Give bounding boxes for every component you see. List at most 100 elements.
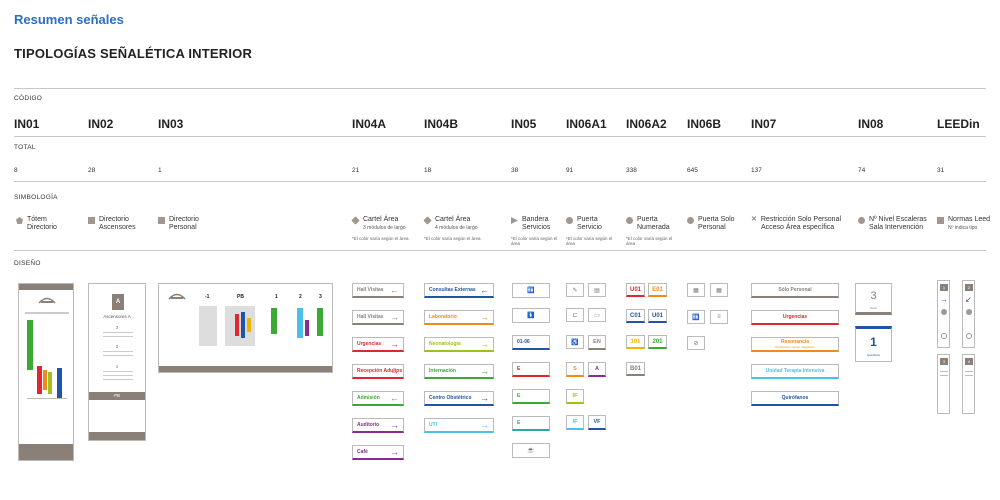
arrow-left-icon: ← (390, 393, 399, 403)
symbol-in06b: Puerta Solo Personal (687, 216, 747, 232)
diamond-arrow-icon (423, 216, 432, 225)
room-caption: Quirófano (866, 353, 881, 357)
document-icon: ▤ (594, 287, 600, 294)
base (89, 432, 145, 440)
text-line (103, 351, 133, 352)
tile-label: VF (593, 419, 601, 425)
in07-sign: Quirófanos (751, 391, 839, 406)
door-number: U01 (651, 312, 663, 319)
in06b-tile: 🚻 (687, 310, 705, 324)
pentagon-icon (16, 217, 23, 224)
code-in06a1: IN06A1 (566, 117, 607, 131)
symbol-in08: Nº Nivel Escaleras Sala Intervención (858, 216, 930, 232)
floor-label: -1 (205, 294, 210, 300)
person-icon (966, 309, 972, 315)
total-in06a2: 338 (626, 167, 637, 174)
circle-icon (566, 217, 573, 224)
symbol-in05: Bandera Servicios *El color varía según e… (511, 216, 558, 246)
square-icon (88, 217, 95, 224)
floor-label: 2 (299, 294, 302, 300)
in06a1-tile: S (566, 362, 584, 377)
in07-sign: Sólo Personal (751, 283, 839, 298)
area-block (241, 312, 245, 338)
monitor-icon: ▭ (594, 312, 600, 319)
number-badge-icon: 1 (940, 284, 948, 291)
arrow-right-icon: → (480, 339, 489, 349)
sign-label: Hall Visitas (357, 314, 384, 320)
code-in07: IN07 (751, 117, 777, 131)
number-badge-icon: 4 (965, 358, 973, 365)
text-line (940, 371, 948, 372)
sign-label: E (517, 366, 521, 372)
sign-label: Auditorio (357, 422, 380, 428)
pencil-icon: ✎ (572, 287, 578, 294)
arrow-right-icon: → (390, 312, 399, 322)
sign-label: Admisión (357, 395, 380, 401)
floor-label: 3 (319, 294, 322, 300)
elevator-icon: A (112, 294, 124, 310)
door-number: 101 (630, 338, 641, 345)
logo-icon (38, 297, 56, 304)
in02-elevator-directory: A Ascensores A 3 2 1 PB (88, 283, 146, 441)
divider (14, 181, 986, 182)
flag-triangle-icon (511, 217, 518, 224)
door-number: U01 (629, 286, 641, 293)
door-number: B01 (629, 365, 641, 372)
in06a1-tile: ▤ (588, 283, 606, 297)
floor-bar (43, 370, 47, 390)
in04a-sign: Recepción Adultos → (352, 364, 404, 379)
in04b-sign: Consultas Externas ← (424, 283, 494, 298)
tile-label: S (573, 366, 577, 372)
in07-sign: Resonancia Precaución campo magnético (751, 337, 839, 352)
sign-label: Unidad Terapia Intensiva (765, 368, 825, 374)
in06b-tile: ▦ (710, 283, 728, 297)
text-line (103, 336, 133, 337)
in06a2-tile: B01 (626, 362, 645, 376)
bed-icon: ⊏ (572, 312, 578, 319)
in04b-sign: Laboratorio → (424, 310, 494, 325)
text-line (940, 375, 948, 376)
in06a2-tile: 201 (648, 335, 667, 349)
text-line (25, 312, 69, 314)
code-in05: IN05 (511, 117, 537, 131)
code-in06b: IN06B (687, 117, 722, 131)
code-in04a: IN04A (352, 117, 387, 131)
wheelchair-icon: ♿ (571, 339, 579, 346)
arrow-down-left-icon: ↙ (965, 295, 972, 304)
in02-footer: PB (89, 392, 145, 400)
code-leedin: LEEDin (937, 117, 980, 131)
room-number: 1 (870, 335, 877, 349)
staff-icon: ▦ (693, 287, 699, 294)
total-in08: 74 (858, 167, 866, 174)
text-line (965, 371, 973, 372)
sign-sublabel: Precaución campo magnético (775, 345, 815, 349)
in05-restroom-sign: 🚻 (512, 283, 550, 298)
area-block (305, 320, 309, 336)
tile-label: IF (572, 419, 578, 425)
text-line (103, 375, 133, 376)
in06b-tile: ⊘ (687, 336, 705, 350)
door-number-icon (626, 217, 633, 224)
sign-label: Urgencias (782, 314, 808, 320)
restroom-icon: 🚻 (692, 314, 700, 321)
in06b-tile: ▦ (687, 283, 705, 297)
in06a1-tile: ♿ (566, 335, 584, 349)
leed-panel: 2 ↙ (962, 280, 975, 348)
leed-panel: 4 (962, 354, 975, 414)
in06a1-tile: EN (588, 335, 606, 350)
person-icon (941, 309, 947, 315)
arrow-left-icon: ← (480, 285, 489, 295)
in06a1-tile: ✎ (566, 283, 584, 297)
symbol-in02: Directorio Ascensores (88, 216, 150, 232)
leed-panel: 1 → (937, 280, 950, 348)
in06a1-tile: A (588, 362, 606, 377)
divider (14, 136, 986, 137)
door-number: 201 (652, 338, 663, 345)
sign-label: Centro Obstétrico (429, 395, 472, 401)
in06a1-tile: IF (566, 415, 584, 430)
in06b-tile: ≡ (710, 310, 728, 324)
text-line (103, 371, 133, 372)
area-block (235, 314, 239, 336)
divider (14, 250, 986, 251)
cross-icon: ✕ (751, 216, 757, 223)
